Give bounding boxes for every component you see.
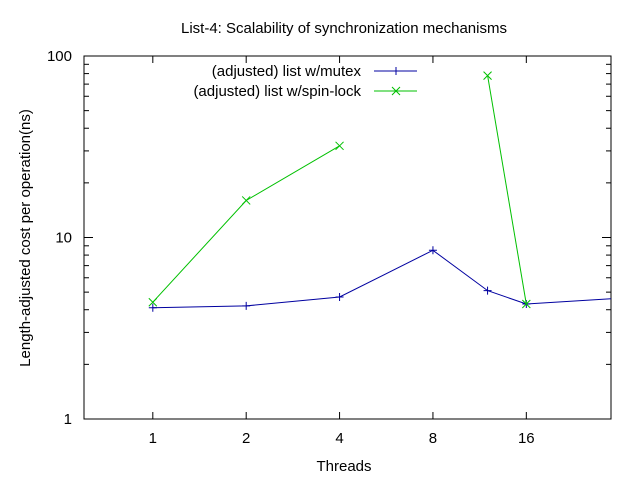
- y-axis-label: Length-adjusted cost per operation(ns): [17, 109, 34, 367]
- y-tick-label: 100: [47, 48, 72, 65]
- plus-marker: [335, 293, 344, 302]
- x-marker: [391, 86, 401, 96]
- x-tick-label: 2: [242, 430, 250, 447]
- x-tick-label: 1: [149, 430, 157, 447]
- series-line: [487, 75, 527, 305]
- series-line: [152, 249, 611, 309]
- series-2: [148, 71, 531, 309]
- series-1: [148, 246, 611, 312]
- x-marker: [521, 299, 531, 309]
- x-axis-label: Threads: [316, 458, 371, 475]
- series-area: [148, 71, 611, 312]
- plus-marker: [483, 286, 492, 295]
- plus-marker: [242, 301, 251, 310]
- x-marker: [241, 196, 251, 205]
- y-tick-label: 1: [64, 411, 72, 428]
- axes: 1 2 4 8 16 1 10 100: [47, 48, 611, 447]
- chart-title: List-4: Scalability of synchronization m…: [181, 20, 507, 37]
- plot-area-frame: [83, 55, 612, 420]
- plus-marker: [148, 303, 157, 312]
- x-marker: [335, 141, 344, 151]
- y-tick-label: 10: [55, 230, 72, 247]
- series-line: [152, 145, 340, 303]
- x-tick-label: 8: [429, 430, 437, 447]
- legend: (adjusted) list w/mutex (adjusted) list w…: [193, 63, 417, 100]
- plus-marker: [428, 246, 437, 255]
- legend-label: (adjusted) list w/mutex: [212, 63, 362, 80]
- x-marker: [483, 71, 492, 80]
- legend-label: (adjusted) list w/spin-lock: [193, 83, 361, 100]
- x-tick-label: 4: [335, 430, 343, 447]
- x-marker: [148, 297, 158, 307]
- plus-marker: [392, 67, 400, 75]
- x-tick-label: 16: [518, 430, 535, 447]
